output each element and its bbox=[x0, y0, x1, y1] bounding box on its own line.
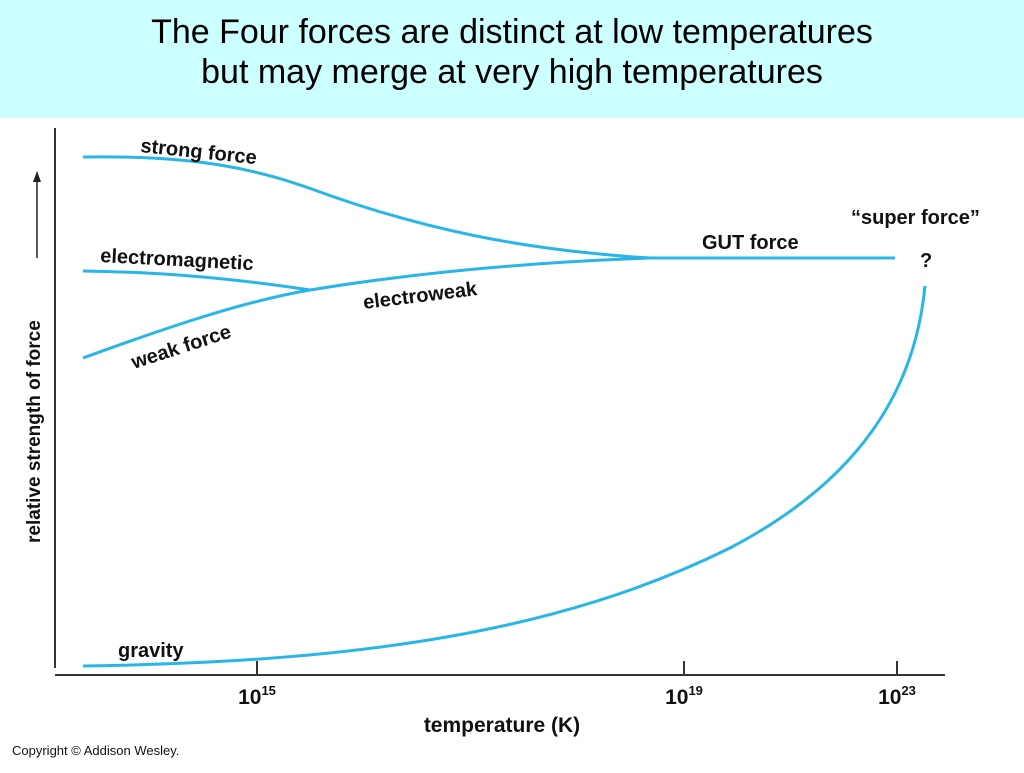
title-line-1: The Four forces are distinct at low temp… bbox=[151, 13, 873, 51]
gravity-curve bbox=[82, 285, 927, 668]
title-line-2: but may merge at very high temperatures bbox=[201, 53, 823, 91]
weak-force-curve bbox=[82, 288, 311, 360]
x-tick-label-2: 1019 bbox=[665, 683, 703, 709]
x-tick-label-3: 1023 bbox=[878, 683, 916, 709]
forces-diagram: strong force electromagnetic weak force … bbox=[0, 118, 1024, 768]
y-axis-label: relative strength of force bbox=[24, 320, 45, 543]
x-axis-label: temperature (K) bbox=[424, 714, 580, 737]
diagram-svg: strong force electromagnetic weak force … bbox=[12, 128, 980, 758]
electromagnetic-label: electromagnetic bbox=[100, 245, 254, 275]
weak-force-label: weak force bbox=[128, 321, 234, 374]
electroweak-curve bbox=[309, 256, 651, 292]
electromagnetic-curve bbox=[82, 269, 311, 292]
question-mark-label: ? bbox=[920, 250, 932, 272]
electroweak-label: electroweak bbox=[362, 278, 479, 314]
super-force-label: “super force” bbox=[851, 207, 980, 229]
strong-force-label: strong force bbox=[139, 135, 257, 169]
x-tick-label-1: 1015 bbox=[238, 683, 276, 709]
title-band: The Four forces are distinct at low temp… bbox=[0, 0, 1024, 118]
gut-force-label: GUT force bbox=[702, 232, 799, 254]
strong-force-curve bbox=[82, 155, 651, 260]
copyright-text: Copyright © Addison Wesley. bbox=[12, 743, 179, 758]
y-axis-arrowhead bbox=[33, 171, 41, 182]
gravity-label: gravity bbox=[118, 640, 184, 662]
